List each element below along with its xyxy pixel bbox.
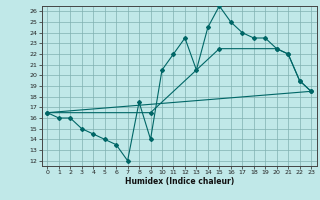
X-axis label: Humidex (Indice chaleur): Humidex (Indice chaleur) (124, 177, 234, 186)
